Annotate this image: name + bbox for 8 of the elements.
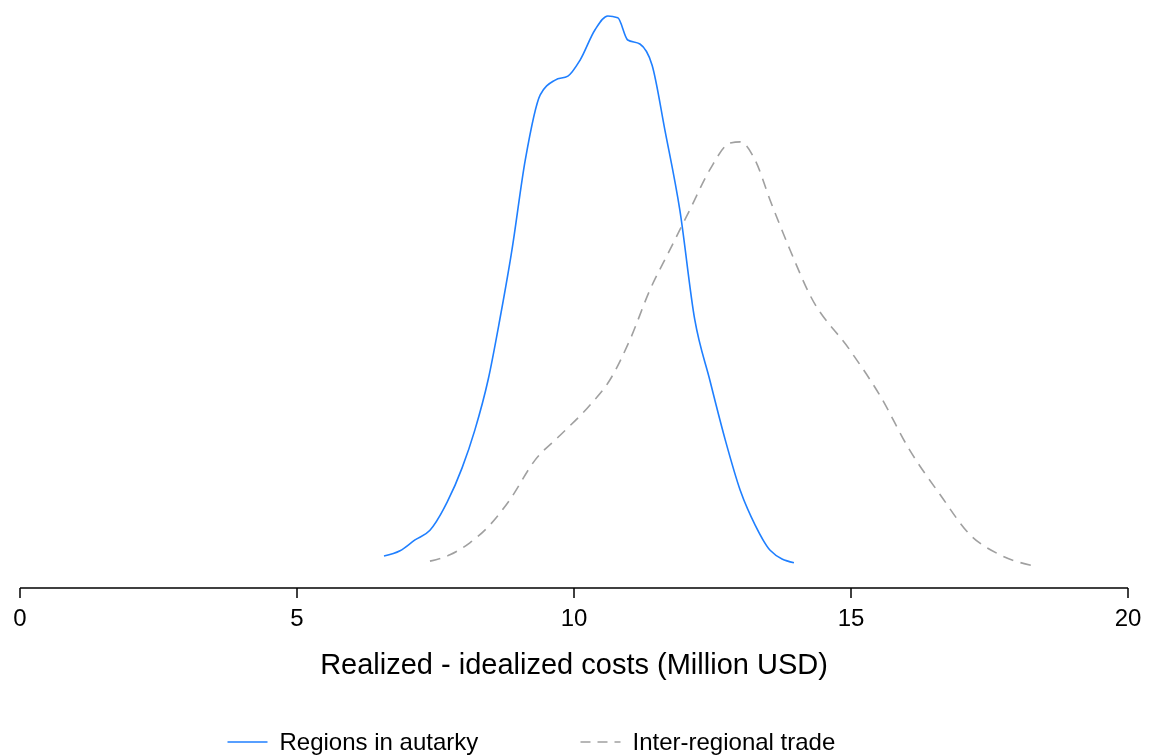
x-tick-label: 5 [290, 604, 304, 631]
legend-label: Inter-regional trade [632, 728, 836, 755]
x-tick-label: 0 [13, 604, 27, 631]
x-tick-label: 20 [1114, 604, 1142, 631]
x-tick-label: 15 [837, 604, 865, 631]
x-axis-title: Realized - idealized costs (Million USD) [320, 648, 828, 680]
legend-label: Regions in autarky [279, 728, 479, 755]
x-tick-label: 10 [560, 604, 588, 631]
